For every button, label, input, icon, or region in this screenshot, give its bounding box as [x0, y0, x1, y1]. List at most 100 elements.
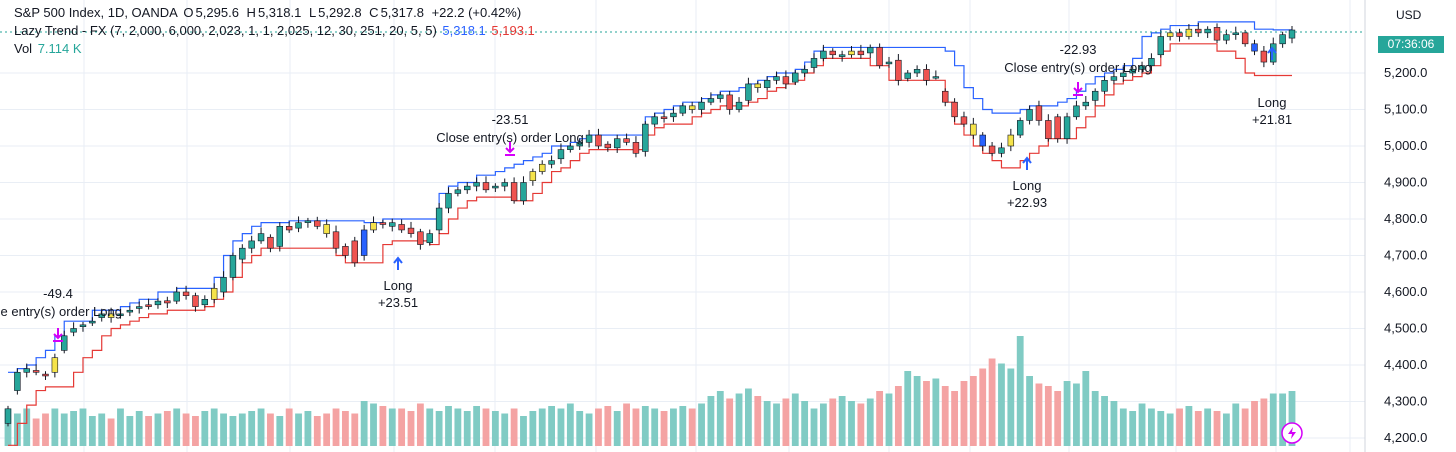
- candle-body: [323, 224, 330, 234]
- candle-body: [98, 313, 105, 318]
- volume-bar: [341, 411, 349, 446]
- candle-body: [773, 76, 780, 81]
- volume-bar: [23, 408, 31, 446]
- open-value: 5,295.6: [195, 5, 239, 20]
- volume-bar: [473, 406, 481, 446]
- candle-body: [1232, 32, 1239, 35]
- indicator-upper-value: 5,318.1: [442, 23, 486, 38]
- candle-body: [285, 226, 293, 231]
- close-trade-pnl: -49.4: [43, 286, 73, 301]
- candle-body: [567, 145, 574, 150]
- upper-band-line: [8, 21, 1292, 373]
- volume-bar: [182, 413, 190, 446]
- candle-body: [735, 101, 743, 110]
- candle-body: [970, 123, 977, 136]
- candle-body: [164, 300, 171, 304]
- candle-body: [717, 94, 724, 99]
- candle-body: [979, 134, 986, 147]
- volume-bar: [201, 411, 209, 446]
- candle-body: [426, 233, 433, 244]
- trade-annotations: -49.4 se entry(s) order Long Long +23.51 -23…: [0, 42, 1292, 342]
- candle-body: [885, 61, 893, 65]
- indicator-name: Lazy Trend - FX (7, 2,000, 6,000, 2,023,…: [14, 23, 437, 38]
- close-value: 5,317.8: [380, 5, 424, 20]
- volume-bar: [154, 413, 162, 446]
- candle-body: [660, 116, 668, 119]
- volume-bar: [979, 368, 987, 446]
- volume-bar: [1185, 406, 1193, 446]
- volume-bar: [1044, 386, 1052, 446]
- volume-bar: [698, 403, 705, 446]
- candle-body: [895, 59, 902, 81]
- close-trade-label: Close entry(s) order Long: [436, 130, 583, 145]
- volume-bar: [557, 408, 565, 446]
- y-tick-label: 4,700.0: [1384, 248, 1427, 263]
- candle-body: [810, 58, 818, 68]
- volume-bar: [4, 408, 12, 446]
- candle-body: [370, 222, 377, 231]
- candle-body: [79, 324, 87, 327]
- candle-body: [688, 105, 696, 110]
- candle-body: [304, 220, 312, 223]
- volume-bar: [510, 408, 518, 446]
- volume-bar: [1194, 411, 1202, 446]
- candle-body: [1045, 120, 1052, 139]
- currency-label[interactable]: USD: [1396, 8, 1422, 22]
- candle-body: [726, 94, 733, 110]
- candlesticks: [4, 22, 1296, 427]
- volume-bar: [491, 411, 499, 446]
- long-trade-label: Long: [1013, 178, 1042, 193]
- close-trade-label: Close entry(s) order Long: [1004, 60, 1151, 75]
- volume-bar: [1204, 408, 1212, 446]
- volume-bar: [435, 411, 443, 446]
- volume-bar: [1016, 336, 1024, 446]
- volume-bars: [4, 336, 1296, 446]
- candle-body: [529, 171, 537, 181]
- candle-body: [801, 69, 808, 74]
- close-trade-label: se entry(s) order Long: [0, 304, 122, 319]
- volume-bar: [98, 413, 106, 446]
- volume-bar: [773, 403, 780, 446]
- change-value: +22.2 (+0.42%): [431, 5, 522, 20]
- candle-body: [1185, 28, 1193, 37]
- candle-body: [351, 240, 358, 264]
- candle-body: [520, 182, 527, 202]
- volume-bar: [782, 398, 790, 446]
- volume-bar: [379, 406, 387, 446]
- volume-bar: [1063, 381, 1071, 446]
- candle-body: [1223, 34, 1230, 41]
- volume-bar: [1157, 411, 1165, 446]
- volume-bar: [1148, 408, 1155, 446]
- symbol-title: S&P 500 Index, 1D, OANDA: [14, 5, 178, 20]
- volume-bar: [707, 396, 715, 446]
- candle-body: [154, 300, 162, 306]
- candle-body: [126, 309, 134, 313]
- volume-bar: [332, 408, 340, 446]
- volume-bar: [1082, 371, 1090, 446]
- volume-bar: [407, 411, 415, 446]
- volume-bar: [313, 416, 321, 446]
- candle-body: [539, 163, 546, 172]
- volume-bar: [238, 413, 246, 446]
- y-tick-label: 4,800.0: [1384, 211, 1427, 226]
- candle-body: [417, 231, 424, 245]
- volume-bar: [360, 401, 368, 446]
- volume-bar: [229, 416, 237, 446]
- candle-body: [1204, 28, 1211, 34]
- candle-body: [1260, 50, 1268, 63]
- long-trade-label: Long: [384, 278, 413, 293]
- volume-bar: [304, 411, 312, 446]
- volume-bar: [585, 413, 593, 446]
- candle-body: [145, 304, 152, 307]
- candle-body: [445, 193, 452, 209]
- volume-bar: [819, 403, 827, 446]
- volume-bar: [660, 411, 668, 446]
- candle-body: [473, 182, 480, 187]
- candle-body: [745, 83, 752, 101]
- indicator-lower-value: 5,193.1: [491, 23, 535, 38]
- volume-bar: [641, 406, 649, 446]
- candle-body: [173, 291, 180, 302]
- volume-bar: [351, 413, 359, 446]
- price-axis: 5,200.0 5,100.0 5,000.0 4,900.0 4,800.0 4,700…: [1384, 65, 1427, 445]
